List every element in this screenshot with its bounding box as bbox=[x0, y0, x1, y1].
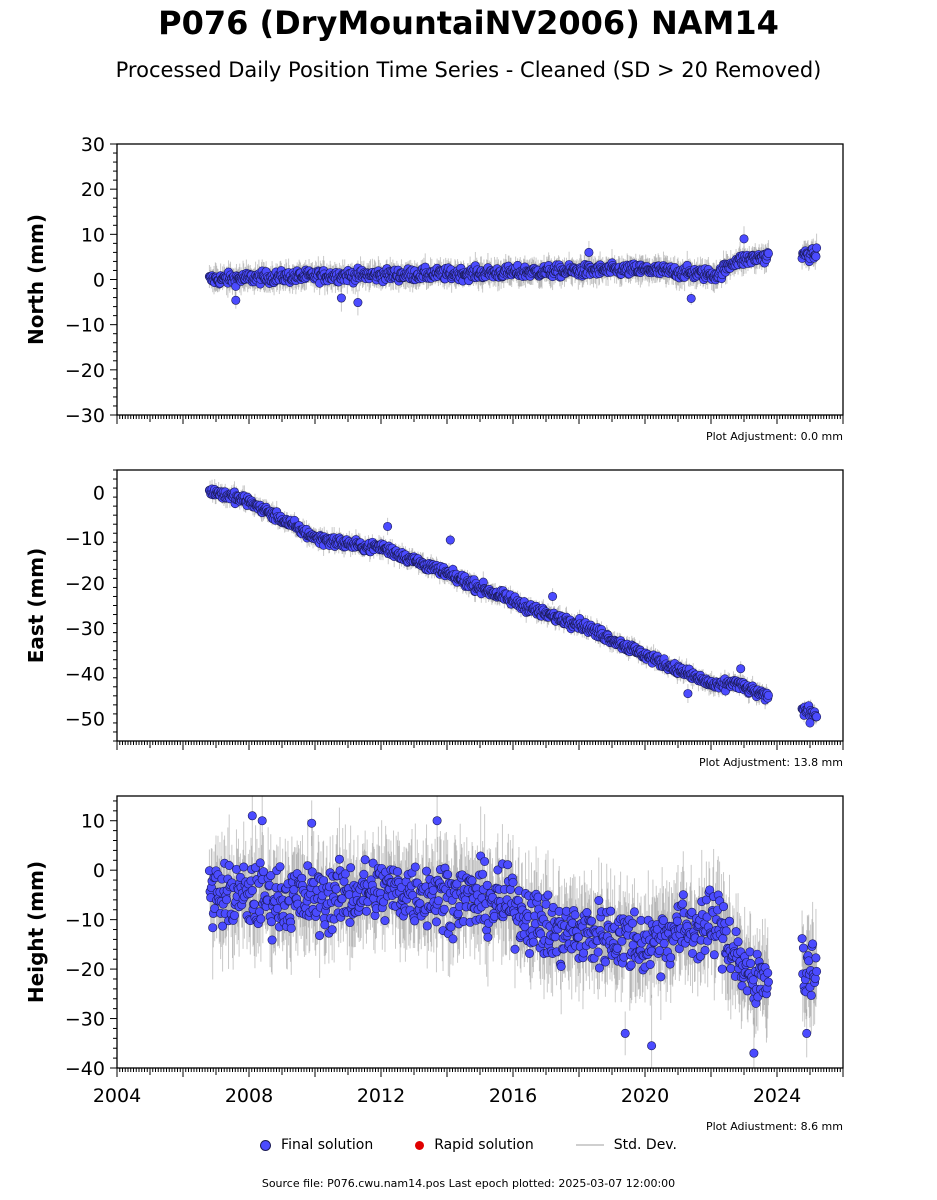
y-tick-label: −20 bbox=[65, 573, 105, 595]
data-point bbox=[812, 712, 822, 722]
data-point bbox=[812, 243, 822, 253]
panel-1: −30 −20 −10 0 10 20 30 North (mm) Plot Adjustmen… bbox=[24, 134, 844, 443]
chart-title: P076 (DryMountaiNV2006) NAM14 bbox=[158, 4, 779, 42]
y-tick-label: −50 bbox=[65, 708, 105, 730]
y-tick-label: −20 bbox=[65, 360, 105, 382]
data-point bbox=[353, 298, 363, 308]
data-point bbox=[445, 535, 455, 545]
y-tick-label: −30 bbox=[65, 405, 105, 427]
y-tick-label: −10 bbox=[65, 315, 105, 337]
data-point bbox=[336, 293, 346, 303]
plot-adjustment-note: Plot Adjustment: 0.0 mm bbox=[706, 430, 843, 443]
y-tick-label: 30 bbox=[81, 134, 105, 156]
data-point bbox=[811, 251, 821, 261]
plot-frame bbox=[116, 469, 844, 742]
data-point bbox=[739, 234, 749, 244]
panel-2: −50 −40 −30 −20 −10 0 East (mm) Plot Adjustment… bbox=[24, 469, 844, 769]
plot-adjustment-note: Plot Adjustment: 13.8 mm bbox=[699, 756, 843, 769]
series-final-solution bbox=[204, 796, 822, 1068]
y-tick-label: 20 bbox=[81, 179, 105, 201]
data-point bbox=[686, 293, 696, 303]
data-point bbox=[584, 247, 594, 257]
y-axis-title: North (mm) bbox=[24, 214, 48, 345]
data-point bbox=[763, 690, 773, 700]
y-tick-label: 10 bbox=[81, 224, 105, 246]
data-point bbox=[763, 248, 773, 258]
y-axis-title: East (mm) bbox=[24, 548, 48, 664]
chart-subtitle: Processed Daily Position Time Series - C… bbox=[115, 58, 822, 82]
y-tick-label: −30 bbox=[65, 618, 105, 640]
series-final-solution bbox=[204, 479, 822, 729]
data-point bbox=[683, 689, 693, 699]
y-tick-label: −10 bbox=[65, 528, 105, 550]
data-point bbox=[736, 664, 746, 674]
data-point bbox=[805, 718, 815, 728]
y-tick-label: −40 bbox=[65, 663, 105, 685]
series-final-solution bbox=[204, 226, 822, 316]
y-tick-label: 0 bbox=[93, 270, 105, 292]
data-point bbox=[548, 591, 558, 601]
data-point bbox=[383, 521, 393, 531]
data-point bbox=[231, 295, 241, 305]
timeseries-chart: −30 −20 −10 0 10 20 30 North (mm) Plot Adjustmen… bbox=[24, 134, 844, 1130]
y-tick-label: 0 bbox=[93, 483, 105, 505]
